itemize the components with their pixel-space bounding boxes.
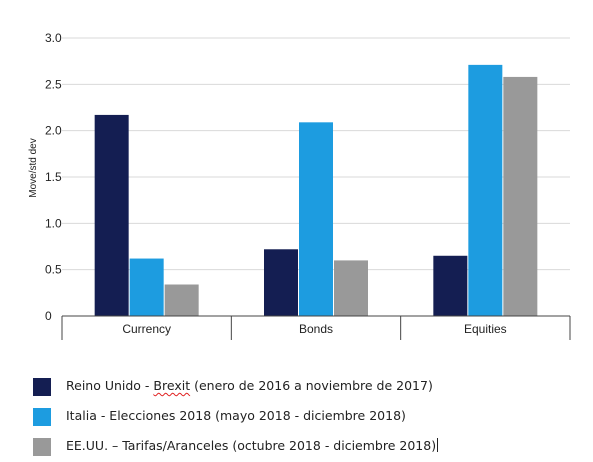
- bar: [94, 114, 129, 316]
- y-tick-labels: 0 0.5 1.0 1.5 2.0 2.5 3.0: [45, 31, 62, 323]
- category-label: Equities: [464, 322, 507, 336]
- y-tick-label: 3.0: [45, 31, 62, 45]
- legend-label-italy: Italia - Elecciones 2018 (mayo 2018 - di…: [66, 408, 406, 423]
- y-tick-label: 2.0: [45, 124, 62, 138]
- legend-label-us: EE.UU. – Tarifas/Aranceles (octubre 2018…: [66, 438, 439, 453]
- bars: [94, 64, 538, 317]
- bar: [468, 64, 503, 316]
- bar: [433, 255, 468, 316]
- x-axis: [61, 315, 571, 340]
- legend-swatch-us: [33, 438, 51, 456]
- legend-swatch-italy: [33, 408, 51, 426]
- bar: [299, 122, 333, 317]
- y-tick-label: 2.5: [45, 77, 62, 91]
- bar: [129, 258, 164, 316]
- category-labels: Currency Bonds Equities: [122, 322, 506, 336]
- bar: [503, 76, 538, 316]
- y-axis-label: Move/std dev: [28, 138, 39, 197]
- bar: [264, 249, 298, 316]
- y-tick-label: 1.0: [45, 216, 62, 230]
- bar-chart: 0 0.5 1.0 1.5 2.0 2.5 3.0 Currency Bonds Equitie…: [28, 31, 571, 340]
- y-tick-label: 1.5: [45, 170, 62, 184]
- bar: [334, 260, 368, 316]
- bar: [164, 284, 199, 316]
- y-tick-label: 0.5: [45, 263, 62, 277]
- category-label: Currency: [122, 322, 171, 336]
- legend-swatch-uk: [33, 378, 51, 396]
- y-tick-label: 0: [45, 309, 52, 323]
- legend-label-uk: Reino Unido - Brexit (enero de 2016 a no…: [66, 378, 433, 393]
- category-label: Bonds: [299, 322, 333, 336]
- text-cursor: [437, 438, 439, 452]
